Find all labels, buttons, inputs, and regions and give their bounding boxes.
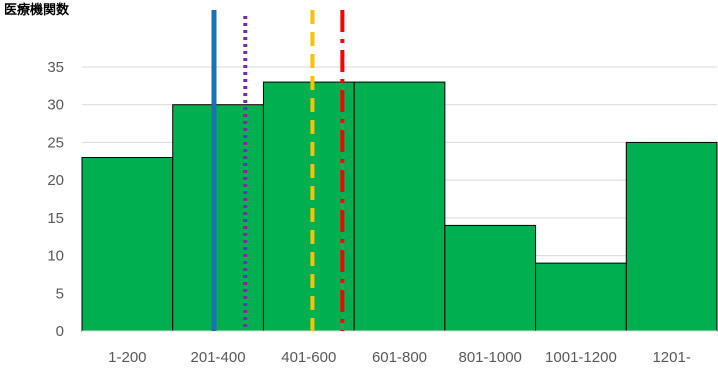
y-tick-label: 20 bbox=[47, 172, 64, 189]
y-tick-label: 10 bbox=[47, 248, 64, 265]
reference-lines bbox=[211, 10, 345, 331]
x-tick-label: 1001-1200 bbox=[545, 349, 617, 366]
bar-1-200 bbox=[81, 157, 174, 332]
bar-1001-1200 bbox=[535, 262, 627, 332]
x-tick-label: 601-800 bbox=[372, 349, 427, 366]
y-tick-label: 30 bbox=[47, 97, 64, 114]
x-tick-label: 1-200 bbox=[108, 349, 146, 366]
bar-201-400 bbox=[172, 104, 264, 332]
x-tick-label: 801-1000 bbox=[459, 349, 522, 366]
y-tick-label: 35 bbox=[47, 59, 64, 76]
y-tick-label: 25 bbox=[47, 134, 64, 151]
x-tick-label: 1201- bbox=[652, 349, 690, 366]
x-tick-label: 201-400 bbox=[191, 349, 246, 366]
x-axis-tick-labels: 1-200 201-400 401-600 601-800 801-1000 1001-1… bbox=[108, 349, 691, 366]
bar-1201- bbox=[625, 141, 718, 332]
bar-601-800 bbox=[353, 81, 446, 332]
y-axis-ticks: 0 5 10 15 20 25 30 35 bbox=[47, 59, 64, 340]
y-tick-label: 0 bbox=[56, 323, 64, 340]
x-tick-label: 401-600 bbox=[281, 349, 336, 366]
y-tick-label: 5 bbox=[56, 285, 64, 302]
bars bbox=[81, 81, 718, 332]
y-tick-label: 15 bbox=[47, 210, 64, 227]
bar-801-1000 bbox=[444, 224, 537, 332]
y-axis-unit-label: 医療機関数 bbox=[4, 2, 70, 18]
